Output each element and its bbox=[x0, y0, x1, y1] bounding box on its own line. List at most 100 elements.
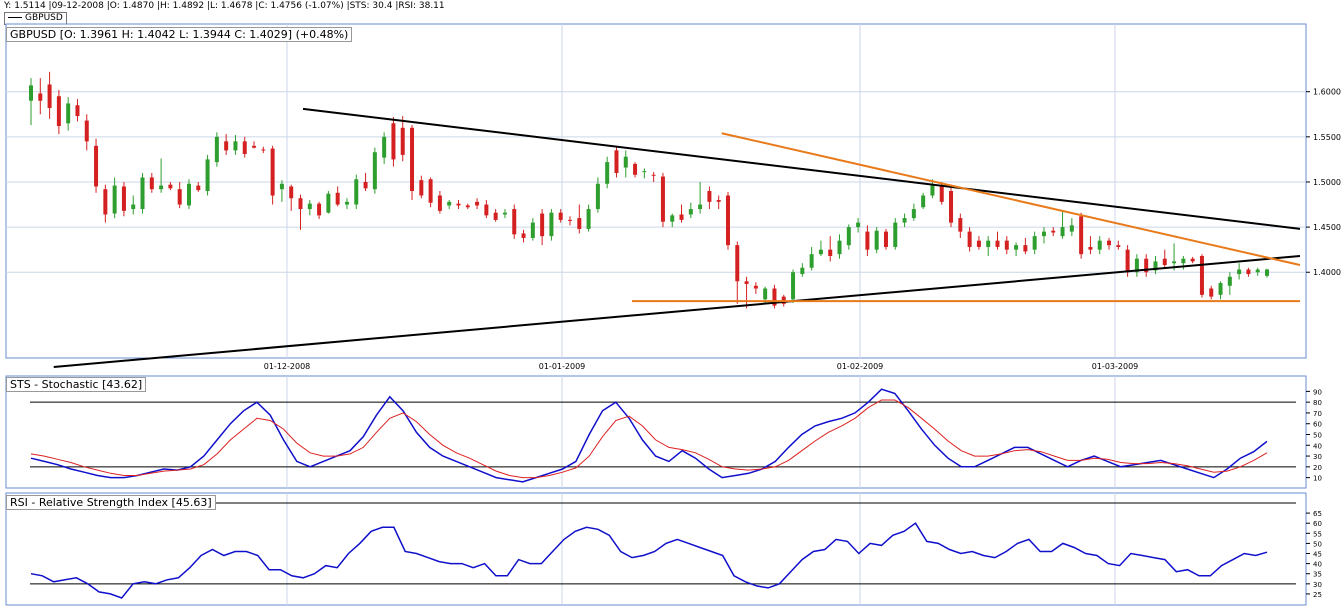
candle-body bbox=[568, 219, 573, 221]
candle-body bbox=[976, 240, 981, 247]
candle-body bbox=[196, 185, 201, 191]
candle-body bbox=[131, 204, 136, 210]
candle-body bbox=[986, 240, 991, 247]
candle-body bbox=[428, 179, 433, 203]
candle-body bbox=[735, 245, 740, 282]
candle-body bbox=[512, 209, 517, 235]
candle-body bbox=[1255, 269, 1260, 273]
candle-body bbox=[772, 288, 777, 306]
candle-body bbox=[1199, 255, 1204, 295]
candle-body bbox=[419, 180, 424, 196]
candle-body bbox=[1023, 245, 1028, 252]
candle-body bbox=[1153, 261, 1158, 271]
candle-body bbox=[214, 136, 219, 163]
candle-body bbox=[707, 191, 712, 202]
candle-body bbox=[354, 179, 359, 205]
candle-body bbox=[893, 222, 898, 247]
panel-frame-1 bbox=[5, 375, 1307, 489]
osc-tick-label: 20 bbox=[1313, 464, 1322, 472]
info-bar: Y: 1.5114 |09-12-2008 |O: 1.4870 |H: 1.4… bbox=[4, 1, 445, 11]
candle-body bbox=[233, 141, 238, 151]
legend-label: GBPUSD bbox=[25, 13, 63, 23]
candle-body bbox=[949, 191, 954, 223]
candle-body bbox=[38, 93, 43, 101]
candle-body bbox=[633, 163, 638, 175]
candle-body bbox=[1162, 258, 1167, 266]
x-tick-label: 01-12-2008 bbox=[264, 362, 311, 371]
candle-body bbox=[642, 171, 647, 173]
candle-body bbox=[828, 249, 833, 256]
osc-tick-label: 70 bbox=[1313, 410, 1322, 418]
symbol-legend[interactable]: GBPUSD bbox=[4, 12, 67, 25]
candle-body bbox=[995, 240, 1000, 247]
candle-body bbox=[372, 152, 377, 190]
candle-body bbox=[911, 209, 916, 219]
candle-body bbox=[763, 288, 768, 300]
candle-body bbox=[577, 218, 582, 229]
candle-body bbox=[586, 209, 591, 229]
candle-body bbox=[558, 212, 563, 220]
osc-tick-label: 30 bbox=[1313, 453, 1322, 461]
y-tick-label: 1.6000 bbox=[1313, 88, 1341, 97]
candle-body bbox=[307, 203, 312, 210]
candle-body bbox=[1237, 269, 1242, 275]
candle-body bbox=[1107, 240, 1112, 246]
candle-body bbox=[177, 189, 182, 205]
candle-body bbox=[939, 186, 944, 202]
y-tick-label: 1.4500 bbox=[1313, 223, 1341, 232]
candle-body bbox=[326, 193, 331, 213]
candle-body bbox=[1032, 236, 1037, 250]
osc-tick-label: 80 bbox=[1313, 399, 1322, 407]
candle-body bbox=[930, 185, 935, 196]
candle-body bbox=[289, 186, 294, 199]
candle-body bbox=[121, 186, 126, 211]
candle-body bbox=[1265, 269, 1269, 276]
candle-body bbox=[465, 205, 470, 208]
x-tick-label: 01-01-2009 bbox=[539, 362, 586, 371]
candle-body bbox=[94, 145, 99, 187]
osc-tick-label: 60 bbox=[1313, 520, 1322, 528]
osc-tick-label: 65 bbox=[1313, 510, 1322, 518]
candle-body bbox=[902, 218, 907, 223]
candle-body bbox=[1190, 258, 1195, 262]
trendline-orange-resistance bbox=[721, 132, 1301, 266]
candle-body bbox=[1097, 240, 1102, 250]
candle-body bbox=[614, 150, 619, 173]
candle-body bbox=[725, 195, 730, 246]
candle-body bbox=[382, 136, 387, 158]
candle-body bbox=[521, 233, 526, 238]
candle-body bbox=[679, 214, 684, 220]
candle-body bbox=[447, 201, 452, 206]
candle-body bbox=[744, 281, 749, 284]
candle-body bbox=[874, 230, 879, 250]
osc-series-line bbox=[30, 522, 1268, 599]
candle-body bbox=[1088, 246, 1093, 250]
osc-series-line bbox=[30, 399, 1268, 479]
candle-body bbox=[846, 227, 851, 246]
trendline-lower-support bbox=[53, 254, 1301, 369]
osc-tick-label: 90 bbox=[1313, 388, 1322, 396]
candle-body bbox=[883, 231, 888, 247]
candle-body bbox=[1172, 261, 1177, 264]
candle-body bbox=[66, 103, 71, 124]
sts-panel-title: STS - Stochastic [43.62] bbox=[6, 377, 147, 392]
candle-body bbox=[279, 183, 284, 190]
candle-body bbox=[967, 231, 972, 247]
candle-body bbox=[475, 201, 480, 206]
candle-body bbox=[1004, 240, 1009, 250]
osc-tick-label: 35 bbox=[1313, 571, 1322, 579]
x-tick-label: 01-02-2009 bbox=[837, 362, 884, 371]
candle-body bbox=[1014, 245, 1019, 250]
candle-body bbox=[270, 148, 275, 196]
candle-body bbox=[651, 174, 656, 176]
candle-body bbox=[410, 127, 415, 191]
candle-body bbox=[791, 272, 796, 300]
candle-body bbox=[186, 183, 191, 206]
candle-body bbox=[540, 213, 545, 237]
trendline-upper-resistance bbox=[302, 107, 1301, 230]
candle-body bbox=[595, 183, 600, 210]
candle-body bbox=[1116, 245, 1121, 247]
candle-body bbox=[317, 203, 322, 216]
candle-body bbox=[159, 185, 164, 190]
